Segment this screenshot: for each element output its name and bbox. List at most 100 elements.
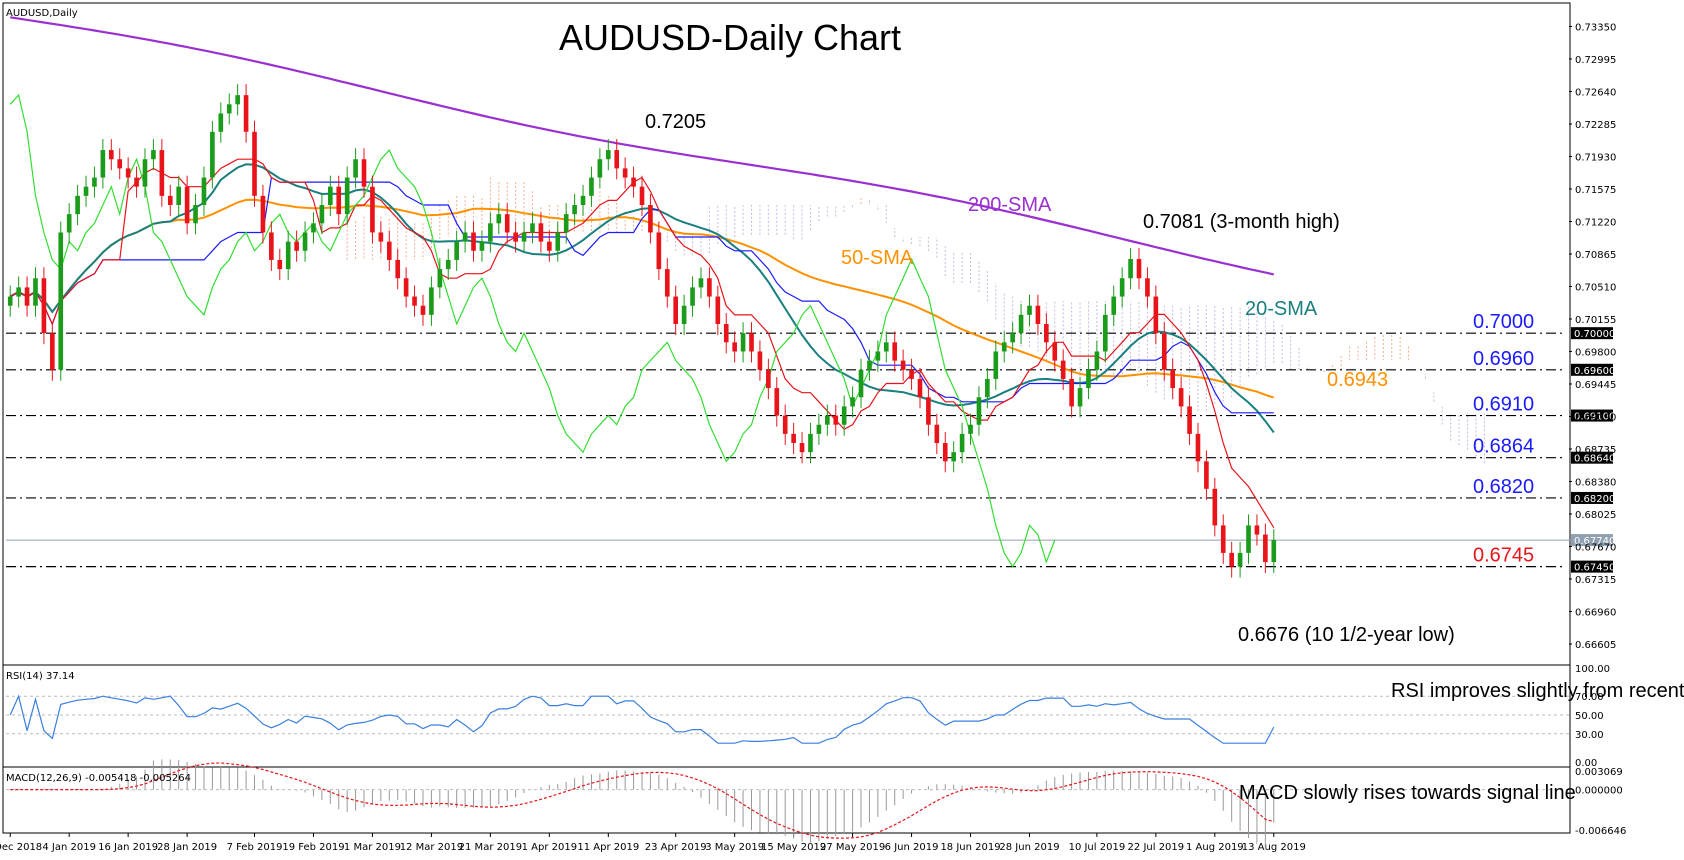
candle-body [75,195,80,215]
candle-body [328,186,333,205]
candle-body [184,186,190,224]
date-tick-label: 15 May 2019 [761,842,826,853]
candle-body [1204,461,1209,489]
candle-body [656,232,662,270]
candle-body [41,278,47,334]
candle-body [1195,433,1201,462]
chart-frame [2,2,1571,834]
candle-body [1237,552,1243,567]
candle-body [353,159,358,178]
candle-body [1220,525,1226,553]
current-price-tag [1571,534,1613,547]
candle-body [386,241,392,260]
level-label: 0.6820 [1473,476,1534,498]
candle-body [521,232,527,242]
macd-note: MACD slowly rises towards signal line [1239,782,1576,804]
candle-body [420,305,426,315]
candle-body [580,195,586,205]
candle-body [294,241,299,251]
price-tick-label: 0.71930 [1575,152,1616,163]
price-tick-label: 0.69090 [1575,412,1616,423]
date-tick-label: 6 Jun 2019 [885,842,939,853]
candle-body [1044,324,1049,343]
price-axis: 0.73350 0.72995 0.72640 0.72285 0.71930 0.715… [1569,22,1616,651]
candle-body [1094,351,1100,370]
candle-body [226,104,232,114]
level-price-tag [1571,363,1613,376]
candle-body [799,443,805,453]
macd-label: MACD(12,26,9) -0.005418 -0.005264 [6,773,191,784]
candle-body [605,150,611,160]
candle-body [942,443,948,462]
date-tick-label: 7 Feb 2019 [227,842,283,853]
candle-body [766,369,771,389]
candle-body [1052,342,1058,361]
candle-body [344,177,350,215]
candle-body [1128,259,1133,279]
candle-body [471,232,476,251]
candle-body [395,259,401,279]
candle-body [1161,333,1167,370]
candle-body [319,205,325,224]
candle-body [1119,278,1125,297]
candle-body [285,241,291,270]
candle-body [825,415,830,425]
annotation-2019-high: 0.7205 [645,111,706,133]
candle-body [673,296,679,325]
candle-body [934,424,940,444]
date-tick-label: 4 Jan 2019 [42,842,96,853]
date-tick-label: 21 Mar 2019 [459,842,522,853]
sma200-label: 200-SMA [968,194,1052,216]
candle-body [909,369,914,379]
candle-body [816,424,822,434]
candle-body [193,205,198,224]
candle-body [50,333,55,370]
candle-body [176,186,182,205]
annotation-low: 0.6676 (10 1/2-year low) [1238,624,1455,646]
candle-body [959,433,965,453]
candle-body [1246,525,1251,553]
candle-body [1153,296,1159,334]
price-tick-label: 0.68025 [1575,510,1616,521]
candle-body [782,415,788,434]
candle-body [723,324,729,343]
candle-body [563,214,569,233]
candle-body [437,269,443,288]
candle-body [66,214,72,233]
level-price-tag [1571,409,1613,422]
candle-body [631,177,636,187]
date-tick-label: 21 Dec 2018 [0,842,42,853]
candle-body [985,378,990,398]
candle-body [151,150,156,160]
rsi-line [9,694,1275,744]
candle-body [875,351,881,361]
candle-body [403,278,409,297]
chart-title: AUDUSD-Daily Chart [559,17,901,58]
candle-body [429,287,434,315]
date-tick-label: 18 Jun 2019 [940,842,1000,853]
candle-body [774,388,780,416]
date-tick-label: 1 Aug 2019 [1186,842,1244,853]
candle-body [142,159,148,187]
rsi-note: RSI improves slightly from recent lows [1391,680,1684,702]
candle-body [1027,305,1032,315]
candle-body [1102,314,1108,352]
rsi-tick-label: 50.00 [1575,711,1604,722]
candle-body [125,168,131,178]
candle-body [33,278,38,306]
candle-body [260,195,266,233]
candle-body [513,232,518,242]
candle-body [1111,296,1117,315]
candle-body [252,131,257,196]
candle-body [243,95,249,132]
candle-body [504,214,510,233]
price-tick-label: 0.73350 [1575,22,1616,33]
candle-body [1178,388,1184,407]
price-tick-label: 0.72285 [1575,120,1616,131]
level-price-tag-text: 0.67450 [1574,563,1615,574]
candle-body [488,223,493,242]
date-tick-label: 28 Jan 2019 [157,842,217,853]
date-tick-label: 19 Feb 2019 [282,842,344,853]
candle-body [858,369,864,398]
price-tick-label: 0.72640 [1575,87,1616,98]
